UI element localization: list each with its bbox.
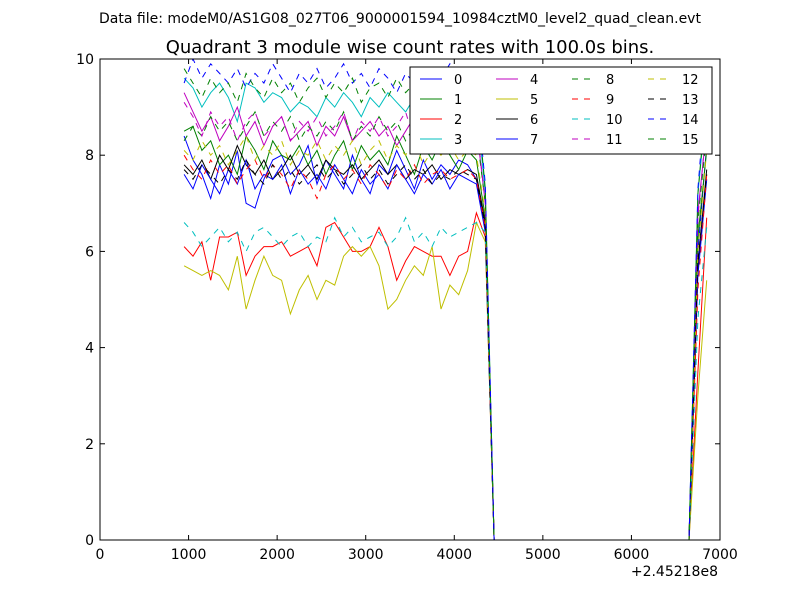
series-line-2 xyxy=(183,211,708,540)
x-tick-label: 2000 xyxy=(259,547,295,563)
y-tick-label: 8 xyxy=(85,148,94,164)
series-line-6 xyxy=(183,144,708,540)
x-tick-label: 4000 xyxy=(436,547,472,563)
legend-label-3: 3 xyxy=(454,133,462,148)
legend-label-7: 7 xyxy=(530,133,538,148)
series-line-13 xyxy=(183,158,708,540)
x-tick-label: 5000 xyxy=(525,547,561,563)
legend-label-4: 4 xyxy=(530,73,538,88)
x-tick-label: 0 xyxy=(96,547,105,563)
y-tick-label: 10 xyxy=(76,52,94,68)
legend-label-2: 2 xyxy=(454,113,462,128)
y-tick-label: 6 xyxy=(85,244,94,260)
legend-label-10: 10 xyxy=(606,113,623,128)
series-line-11 xyxy=(183,102,708,540)
legend-label-1: 1 xyxy=(454,93,462,108)
series-line-0 xyxy=(183,135,708,540)
legend-label-6: 6 xyxy=(530,113,538,128)
legend-label-13: 13 xyxy=(682,93,699,108)
legend-label-5: 5 xyxy=(530,93,538,108)
y-tick-label: 0 xyxy=(85,533,94,549)
plot-frame xyxy=(99,58,721,541)
chart-suptitle: Data file: modeM0/AS1G08_027T06_90000015… xyxy=(99,11,701,27)
x-tick-label: 6000 xyxy=(614,547,650,563)
chart-title: Quadrant 3 module wise count rates with … xyxy=(166,37,655,58)
y-tick-label: 2 xyxy=(85,437,94,453)
series-line-12 xyxy=(183,134,708,540)
legend-label-11: 11 xyxy=(606,133,623,148)
series-line-7 xyxy=(183,158,708,540)
series-line-4 xyxy=(183,92,708,540)
legend-label-14: 14 xyxy=(682,113,699,128)
legend-label-15: 15 xyxy=(682,133,699,148)
legend-label-12: 12 xyxy=(682,73,699,88)
series-line-15 xyxy=(183,68,708,540)
series-line-9 xyxy=(183,154,708,540)
legend-label-8: 8 xyxy=(606,73,614,88)
x-offset-label: +2.45218e8 xyxy=(631,564,718,580)
series-line-10 xyxy=(183,216,708,540)
y-tick-label: 4 xyxy=(85,341,94,357)
legend-label-9: 9 xyxy=(606,93,614,108)
series-line-5 xyxy=(183,220,708,540)
x-tick-label: 3000 xyxy=(348,547,384,563)
x-tick-label: 1000 xyxy=(171,547,207,563)
legend-label-0: 0 xyxy=(454,73,462,88)
x-tick-label: 7000 xyxy=(702,547,738,563)
series-line-1 xyxy=(183,125,708,540)
